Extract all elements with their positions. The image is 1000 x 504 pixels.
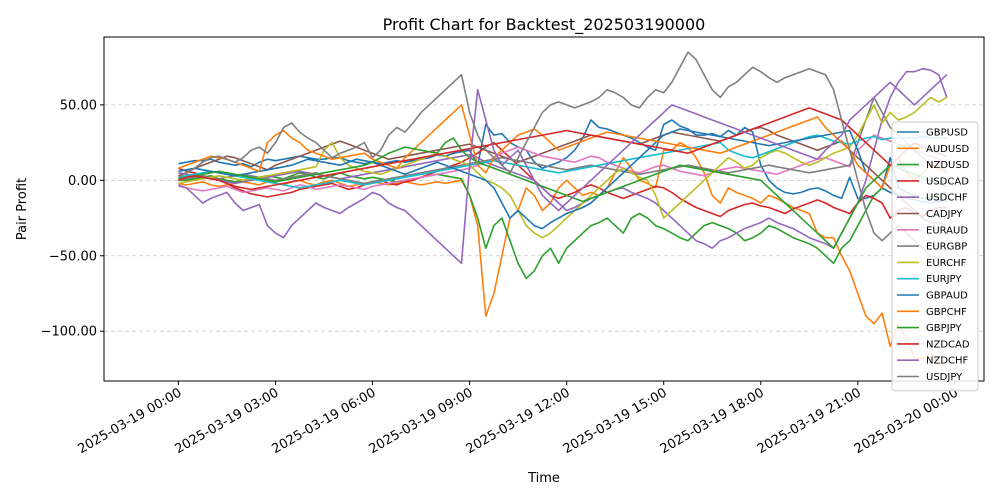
- y-tick-label: −100.00: [41, 325, 97, 340]
- legend-label: GBPUSD: [926, 128, 968, 139]
- x-tick-label: 2025-03-20 00:00: [852, 385, 961, 457]
- legend-label: EURGBP: [926, 242, 967, 253]
- series-lines: [178, 51, 948, 370]
- series-line-gbpjpy: [178, 137, 948, 249]
- y-axis-label: Pair Profit: [15, 178, 30, 240]
- x-tick-label: 2025-03-19 21:00: [755, 385, 864, 457]
- legend-label: GBPJPY: [926, 323, 962, 334]
- legend-label: AUDUSD: [926, 144, 970, 155]
- series-line-gbpaud: [178, 128, 947, 230]
- series-line-cadjpy: [178, 126, 948, 227]
- x-tick-label: 2025-03-19 09:00: [367, 385, 476, 457]
- chart-title: Profit Chart for Backtest_202503190000: [383, 15, 706, 35]
- y-tick-label: 50.00: [60, 98, 97, 113]
- plot-frame: [103, 36, 985, 382]
- legend-label: CADJPY: [926, 209, 963, 220]
- legend-label: USDCAD: [926, 176, 969, 187]
- x-tick-label: 2025-03-19 15:00: [561, 385, 670, 457]
- series-line-nzdusd: [178, 172, 948, 280]
- x-tick-label: 2025-03-19 12:00: [464, 385, 573, 457]
- legend-box: [891, 121, 979, 392]
- x-axis-label: Time: [527, 471, 560, 486]
- legend-label: GBPAUD: [926, 291, 968, 302]
- x-tick-label: 2025-03-19 00:00: [75, 385, 184, 457]
- legend-label: NZDCHF: [926, 356, 969, 367]
- grid-lines: [104, 104, 984, 332]
- series-line-usdcad: [178, 141, 947, 219]
- y-tick-label: 0.00: [68, 174, 97, 189]
- y-axis-ticks: 50.00 0.00 −50.00 −100.00: [41, 98, 104, 340]
- legend-label: USDJPY: [926, 372, 963, 383]
- legend: GBPUSD AUDUSD NZDUSD USDCAD USDCHF CADJPY EURA…: [891, 121, 979, 392]
- series-line-nzdcad: [178, 107, 948, 191]
- series-line-usdjpy: [178, 51, 948, 264]
- legend-label: EURCHF: [926, 258, 967, 269]
- series-line-nzdchf: [178, 74, 948, 265]
- series-line-eurgbp: [178, 96, 947, 185]
- legend-label: NZDCAD: [926, 339, 970, 350]
- y-tick-label: −50.00: [49, 249, 97, 264]
- series-line-gbpchf: [178, 104, 948, 189]
- legend-label: EURJPY: [926, 274, 962, 285]
- x-tick-label: 2025-03-19 18:00: [658, 385, 767, 457]
- series-line-eurchf: [178, 96, 948, 239]
- x-tick-label: 2025-03-19 06:00: [270, 385, 379, 457]
- legend-label: NZDUSD: [926, 160, 970, 171]
- legend-label: GBPCHF: [926, 307, 967, 318]
- legend-label: EURAUD: [926, 225, 968, 236]
- legend-label: USDCHF: [926, 193, 968, 204]
- x-tick-label: 2025-03-19 03:00: [173, 385, 282, 457]
